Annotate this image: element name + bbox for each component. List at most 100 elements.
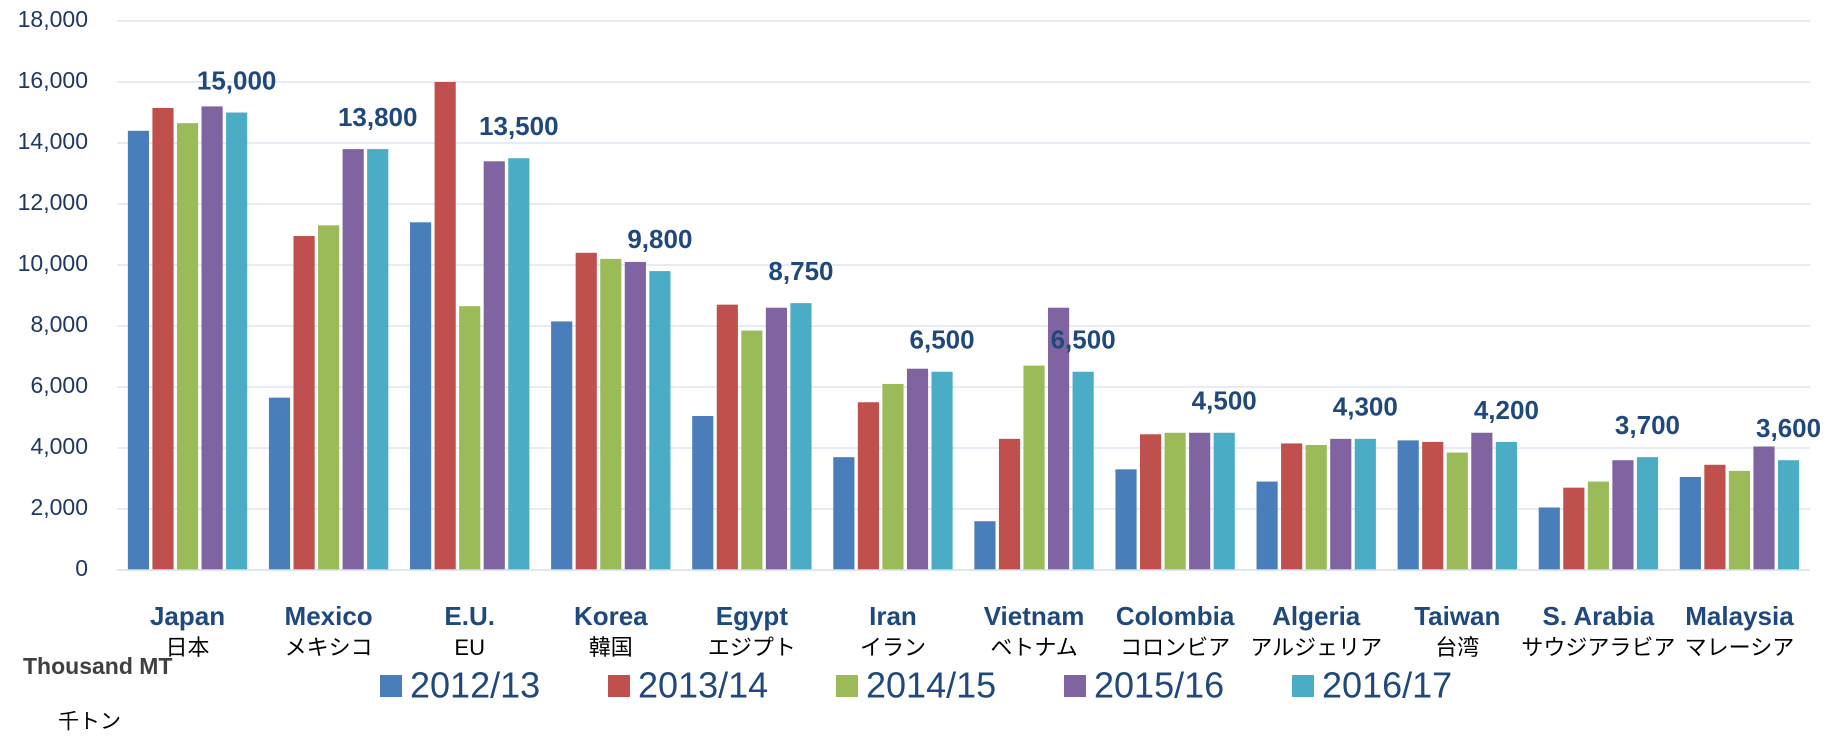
- bar: [1753, 446, 1775, 570]
- bar: [1256, 481, 1278, 570]
- bar: [1023, 365, 1045, 570]
- bar: [1305, 444, 1327, 570]
- x-tick-label-ja: コロンビア: [1120, 635, 1230, 660]
- x-tick-label: Colombia: [1116, 601, 1235, 631]
- bar: [152, 107, 174, 571]
- bar: [1164, 432, 1186, 570]
- legend-swatch: [1292, 675, 1314, 697]
- y-tick-label: 0: [75, 555, 88, 581]
- bar: [1777, 460, 1800, 570]
- data-label: 3,600: [1756, 413, 1821, 443]
- legend-swatch: [380, 675, 402, 697]
- bar: [551, 321, 573, 570]
- x-tick-label-ja: マレーシア: [1685, 635, 1795, 660]
- y-tick-label: 10,000: [18, 250, 88, 276]
- x-tick-label-ja: 台湾: [1435, 635, 1479, 660]
- y-tick-label: 16,000: [18, 67, 88, 93]
- bar: [833, 457, 855, 570]
- bar: [1612, 460, 1634, 570]
- bar: [410, 222, 432, 571]
- legend-label: 2012/13: [410, 665, 540, 706]
- bar: [367, 149, 389, 570]
- x-tick-label-ja: エジプト: [708, 635, 796, 660]
- bar: [931, 371, 953, 570]
- legend-label: 2014/15: [866, 665, 996, 706]
- bar: [434, 82, 456, 570]
- bar: [741, 330, 763, 570]
- y-tick-label: 12,000: [18, 189, 88, 215]
- x-tick-label-ja: アルジェリア: [1250, 635, 1382, 660]
- bar: [226, 112, 248, 570]
- data-label: 13,500: [479, 111, 559, 141]
- bar: [857, 402, 879, 570]
- bar: [1495, 441, 1517, 570]
- bar: [459, 306, 481, 570]
- bar: [1048, 307, 1070, 570]
- bar: [268, 397, 291, 570]
- x-tick-label: Egypt: [716, 601, 789, 631]
- bar: [1422, 441, 1444, 570]
- bar: [342, 149, 364, 570]
- bar: [600, 258, 622, 570]
- bar: [1538, 507, 1560, 570]
- y-tick-label: 14,000: [18, 128, 88, 154]
- bar: [765, 307, 788, 570]
- x-tick-label: Iran: [869, 601, 917, 631]
- legend-swatch: [1064, 675, 1086, 697]
- bar: [1281, 443, 1303, 570]
- y-tick-label: 8,000: [30, 311, 88, 337]
- bar: [483, 161, 505, 571]
- bar: [1587, 481, 1609, 570]
- bar: [575, 252, 597, 571]
- data-label: 13,800: [338, 102, 418, 132]
- y-tick-label: 18,000: [18, 6, 88, 32]
- data-label: 4,300: [1333, 392, 1398, 422]
- bar: [293, 236, 315, 570]
- bar: [1563, 487, 1585, 570]
- bar: [1139, 434, 1162, 570]
- x-tick-label-ja: 韓国: [589, 635, 633, 660]
- legend-label: 2016/17: [1322, 665, 1452, 706]
- bar: [318, 225, 340, 570]
- x-tick-label-ja: サウジアラビア: [1521, 635, 1675, 660]
- data-label: 3,700: [1615, 410, 1680, 440]
- bar: [127, 130, 150, 571]
- bar: [906, 368, 929, 570]
- legend-swatch: [836, 675, 858, 697]
- x-tick-label: Korea: [574, 601, 648, 631]
- bar: [790, 303, 812, 570]
- bar: [1213, 432, 1235, 570]
- bar: [998, 438, 1021, 570]
- bar: [508, 158, 530, 570]
- x-tick-label: E.U.: [444, 601, 495, 631]
- data-label: 15,000: [197, 65, 277, 95]
- y-axis-label: Thousand MT: [23, 653, 172, 679]
- data-label: 6,500: [1051, 325, 1116, 355]
- bar: [1636, 457, 1659, 570]
- x-tick-label-ja: EU: [454, 635, 485, 660]
- bar: [692, 415, 714, 570]
- legend-label: 2013/14: [638, 665, 768, 706]
- bar: [1072, 371, 1094, 570]
- legend-swatch: [608, 675, 630, 697]
- bar: [882, 383, 904, 570]
- bar: [716, 304, 738, 570]
- bar: [1471, 432, 1493, 570]
- data-label: 6,500: [910, 325, 975, 355]
- x-tick-label-ja: ベトナム: [990, 635, 1077, 660]
- bar: [974, 521, 996, 570]
- x-tick-label: Vietnam: [984, 601, 1085, 631]
- bar: [1330, 438, 1352, 570]
- x-tick-label-ja: 日本: [166, 635, 210, 660]
- bar: [1397, 440, 1419, 570]
- bar: [1115, 469, 1137, 570]
- y-tick-label: 4,000: [30, 433, 88, 459]
- bar: [1446, 452, 1468, 570]
- bar: [176, 123, 199, 571]
- bar: [649, 271, 671, 570]
- bar: [201, 106, 223, 571]
- x-tick-label: Algeria: [1272, 601, 1361, 631]
- bar: [1679, 476, 1701, 570]
- legend-label: 2015/16: [1094, 665, 1224, 706]
